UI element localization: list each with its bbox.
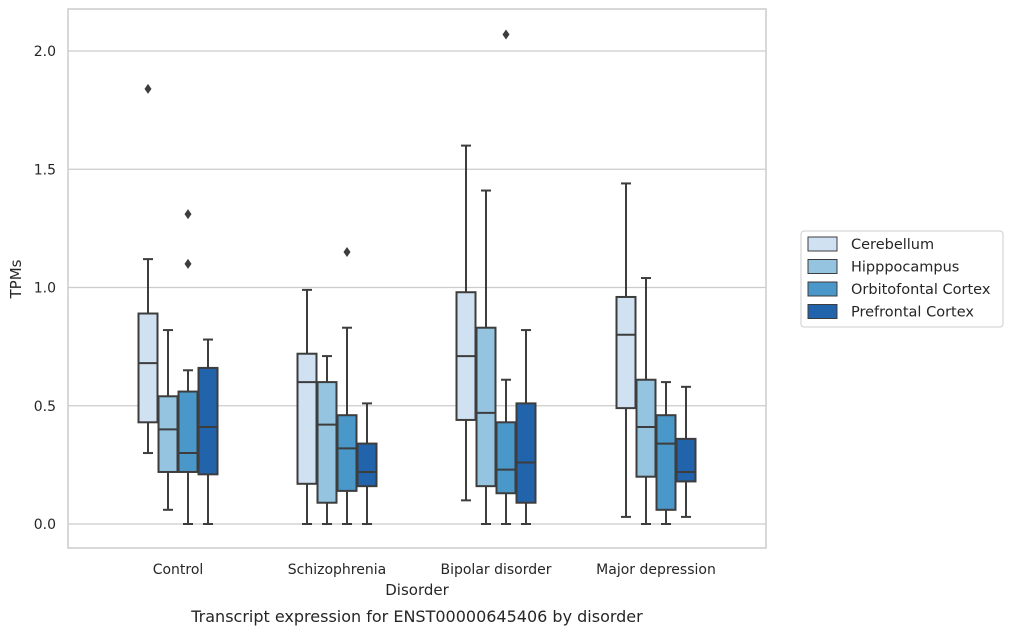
y-axis-title: TPMs [7, 259, 25, 299]
legend-label: Hipppocampus [851, 260, 959, 276]
series-cerebellum [137, 83, 637, 525]
series-prefrontal-cortex [197, 329, 697, 525]
box [515, 329, 537, 525]
x-axis-title: Disorder [385, 581, 449, 599]
box-body [336, 414, 358, 492]
legend-swatch [807, 236, 838, 252]
box-body [615, 295, 637, 410]
x-tick-label: Control [153, 562, 204, 578]
box [455, 144, 477, 502]
y-tick-label: 2.0 [34, 44, 56, 60]
plot-frame [67, 8, 767, 549]
outlier-point [184, 209, 192, 220]
box [137, 83, 159, 455]
y-tick-labels: 0.0 0.5 1.0 1.5 2.0 [34, 44, 56, 533]
outlier-point [144, 83, 152, 94]
box [197, 338, 219, 525]
box-body [197, 366, 219, 476]
legend-label: Orbitofontal Cortex [851, 282, 991, 298]
outlier-point [184, 258, 192, 269]
legend-swatch [807, 304, 838, 319]
y-tick-label: 0.0 [34, 517, 56, 533]
box-body [495, 421, 517, 495]
box-body [356, 442, 378, 488]
y-tick-label: 1.5 [34, 162, 56, 178]
box-body [177, 390, 199, 473]
box [336, 247, 358, 525]
box-body [137, 312, 159, 424]
series-orbitofontal-cortex [177, 29, 677, 525]
x-tick-label: Schizophrenia [288, 562, 386, 578]
legend-swatch [807, 259, 838, 274]
legend-swatch [807, 281, 838, 297]
outlier-point [502, 29, 510, 40]
box-body [316, 381, 338, 504]
box-body [157, 395, 179, 473]
x-tick-label: Bipolar disorder [440, 562, 551, 578]
box [675, 385, 697, 518]
box-body [675, 437, 697, 483]
box-body [515, 402, 537, 504]
legend-frame [800, 230, 1004, 328]
box-body [655, 414, 677, 511]
box-body [475, 326, 497, 488]
box [177, 209, 199, 525]
box [296, 288, 318, 525]
chart-caption: Transcript expression for ENST0000064540… [190, 607, 643, 626]
box-body [635, 378, 657, 478]
legend: Cerebellum Hipppocampus Orbitofontal Corte… [800, 230, 1004, 328]
outlier-point [343, 247, 351, 258]
legend-label: Prefrontal Cortex [851, 305, 974, 321]
box [615, 182, 637, 518]
box [655, 381, 677, 525]
box-body [296, 352, 318, 485]
box [635, 277, 657, 525]
y-tick-label: 0.5 [34, 399, 56, 415]
box [316, 355, 338, 525]
y-tick-label: 1.0 [34, 281, 56, 297]
x-tick-labels: Control Schizophrenia Bipolar disorder Majo… [153, 562, 716, 578]
series-hipppocampus [157, 189, 657, 525]
x-tick-label: Major depression [596, 562, 716, 578]
legend-label: Cerebellum [851, 237, 934, 253]
box [495, 29, 517, 525]
box-series [137, 29, 697, 525]
box [356, 402, 378, 525]
box [475, 189, 497, 525]
